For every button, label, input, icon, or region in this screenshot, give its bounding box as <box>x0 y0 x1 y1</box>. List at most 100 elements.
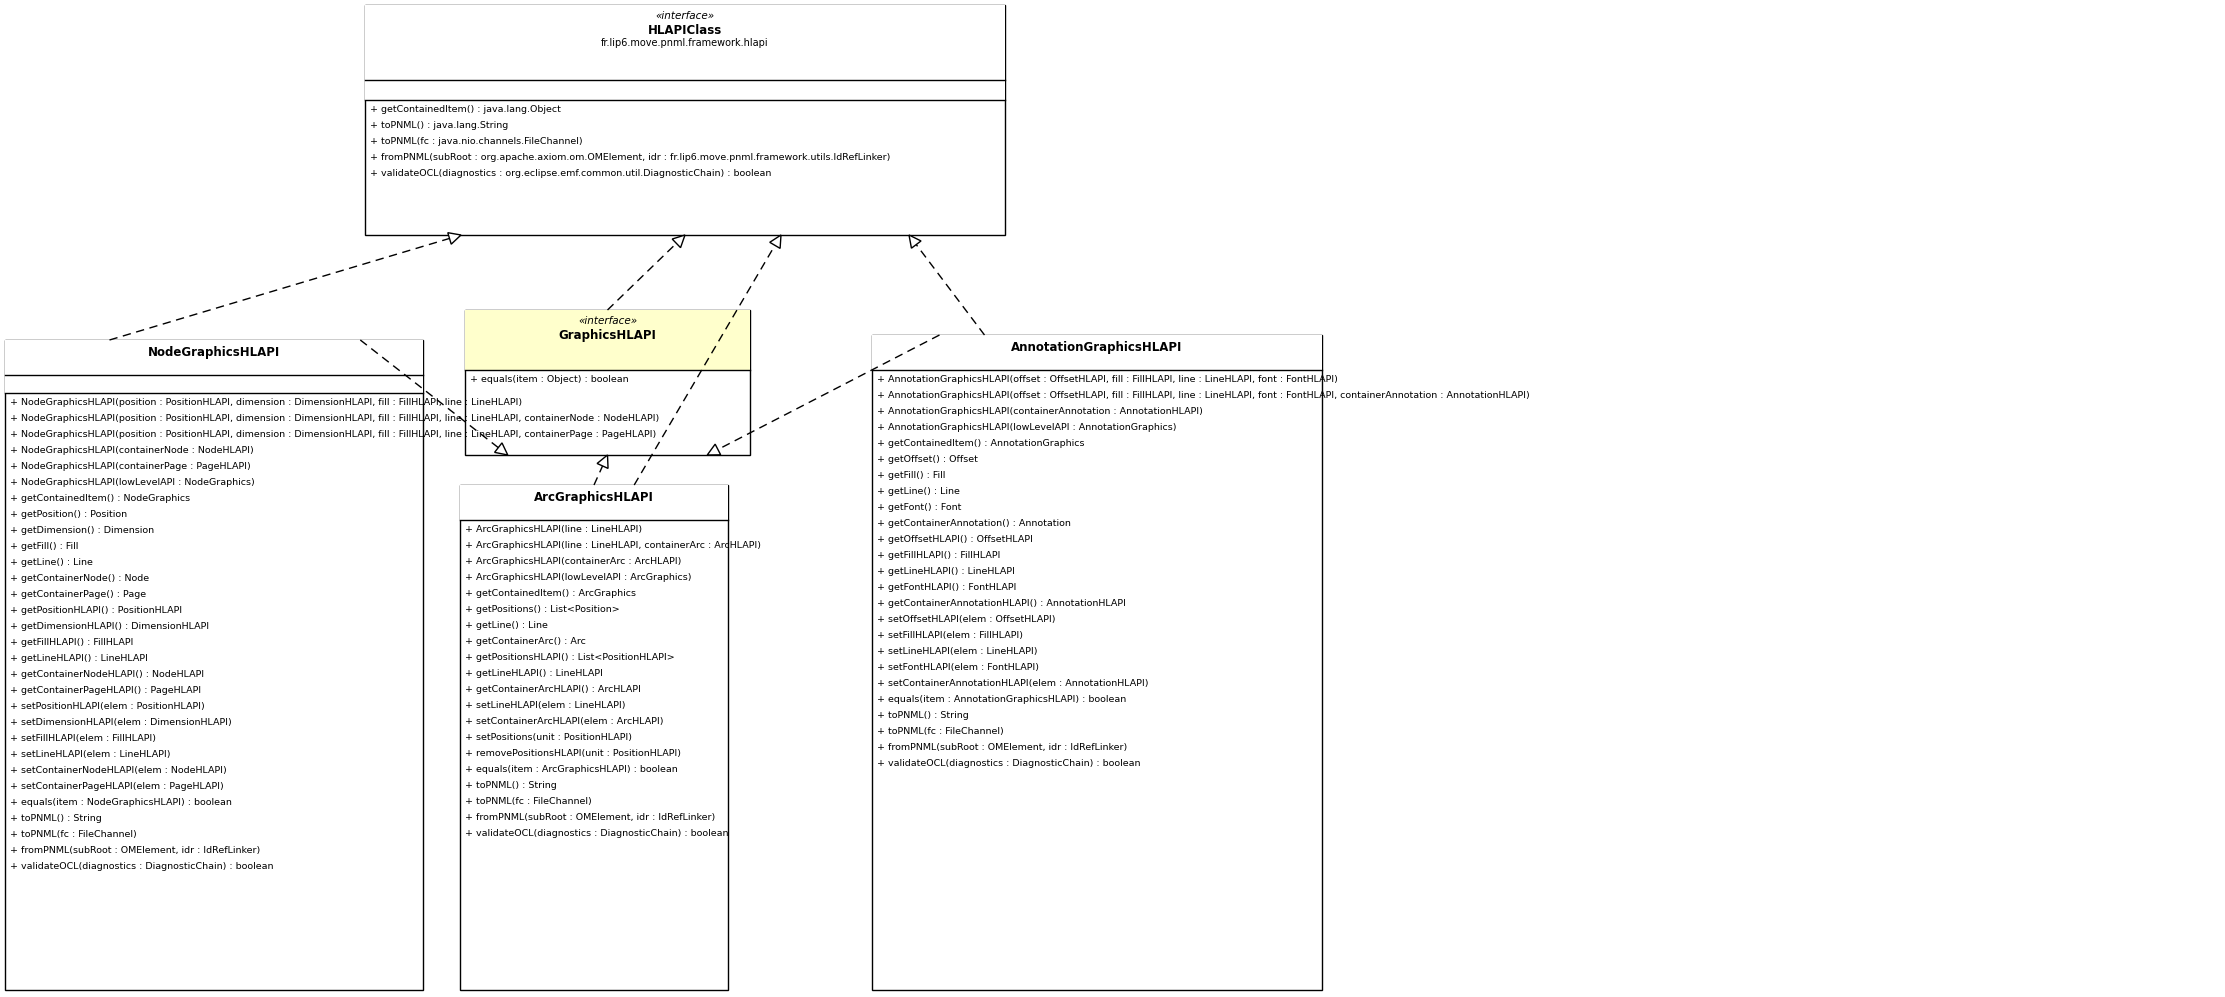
Text: + setPositions(unit : PositionHLAPI): + setPositions(unit : PositionHLAPI) <box>465 733 632 742</box>
Text: + getContainerPageHLAPI() : PageHLAPI: + getContainerPageHLAPI() : PageHLAPI <box>9 686 200 695</box>
Text: + getPositions() : List<Position>: + getPositions() : List<Position> <box>465 605 621 614</box>
Bar <box>4 340 423 375</box>
Text: + toPNML(fc : FileChannel): + toPNML(fc : FileChannel) <box>9 830 136 839</box>
Text: + getContainerArc() : Arc: + getContainerArc() : Arc <box>465 637 585 646</box>
Text: + setDimensionHLAPI(elem : DimensionHLAPI): + setDimensionHLAPI(elem : DimensionHLAP… <box>9 718 231 727</box>
Text: + getFontHLAPI() : FontHLAPI: + getFontHLAPI() : FontHLAPI <box>877 583 1017 592</box>
Bar <box>4 340 423 990</box>
Text: + removePositionsHLAPI(unit : PositionHLAPI): + removePositionsHLAPI(unit : PositionHL… <box>465 749 681 758</box>
Text: + AnnotationGraphicsHLAPI(containerAnnotation : AnnotationHLAPI): + AnnotationGraphicsHLAPI(containerAnnot… <box>877 407 1204 416</box>
Text: + getContainerPage() : Page: + getContainerPage() : Page <box>9 590 147 599</box>
Bar <box>465 310 750 455</box>
Text: + getOffsetHLAPI() : OffsetHLAPI: + getOffsetHLAPI() : OffsetHLAPI <box>877 535 1032 544</box>
Bar <box>461 485 728 520</box>
Text: + getPosition() : Position: + getPosition() : Position <box>9 510 127 519</box>
Text: + toPNML(fc : FileChannel): + toPNML(fc : FileChannel) <box>877 727 1003 736</box>
Text: + setContainerNodeHLAPI(elem : NodeHLAPI): + setContainerNodeHLAPI(elem : NodeHLAPI… <box>9 766 227 775</box>
Text: + getLine() : Line: + getLine() : Line <box>9 558 93 567</box>
Polygon shape <box>770 235 781 248</box>
Text: + equals(item : AnnotationGraphicsHLAPI) : boolean: + equals(item : AnnotationGraphicsHLAPI)… <box>877 695 1126 704</box>
Polygon shape <box>447 232 461 244</box>
Text: + fromPNML(subRoot : OMElement, idr : IdRefLinker): + fromPNML(subRoot : OMElement, idr : Id… <box>465 813 714 822</box>
Text: + getOffset() : Offset: + getOffset() : Offset <box>877 455 977 464</box>
Text: + NodeGraphicsHLAPI(position : PositionHLAPI, dimension : DimensionHLAPI, fill :: + NodeGraphicsHLAPI(position : PositionH… <box>9 414 659 423</box>
Text: + NodeGraphicsHLAPI(position : PositionHLAPI, dimension : DimensionHLAPI, fill :: + NodeGraphicsHLAPI(position : PositionH… <box>9 398 523 407</box>
Text: + getDimensionHLAPI() : DimensionHLAPI: + getDimensionHLAPI() : DimensionHLAPI <box>9 622 209 631</box>
Text: «interface»: «interface» <box>656 11 714 21</box>
Text: + ArcGraphicsHLAPI(line : LineHLAPI, containerArc : ArcHLAPI): + ArcGraphicsHLAPI(line : LineHLAPI, con… <box>465 541 761 550</box>
Text: AnnotationGraphicsHLAPI: AnnotationGraphicsHLAPI <box>1012 341 1184 354</box>
Polygon shape <box>494 443 507 455</box>
Polygon shape <box>672 235 685 247</box>
Text: + validateOCL(diagnostics : DiagnosticChain) : boolean: + validateOCL(diagnostics : DiagnosticCh… <box>877 759 1141 768</box>
Text: + getLineHLAPI() : LineHLAPI: + getLineHLAPI() : LineHLAPI <box>465 669 603 678</box>
Text: + getDimension() : Dimension: + getDimension() : Dimension <box>9 526 154 535</box>
Text: + equals(item : NodeGraphicsHLAPI) : boolean: + equals(item : NodeGraphicsHLAPI) : boo… <box>9 798 231 807</box>
Text: fr.lip6.move.pnml.framework.hlapi: fr.lip6.move.pnml.framework.hlapi <box>601 38 770 48</box>
Text: + validateOCL(diagnostics : org.eclipse.emf.common.util.DiagnosticChain) : boole: + validateOCL(diagnostics : org.eclipse.… <box>369 169 772 178</box>
Text: + getLine() : Line: + getLine() : Line <box>465 621 547 630</box>
Text: + setFontHLAPI(elem : FontHLAPI): + setFontHLAPI(elem : FontHLAPI) <box>877 663 1039 672</box>
Text: + getFont() : Font: + getFont() : Font <box>877 503 961 512</box>
Bar <box>365 5 1006 80</box>
Text: + toPNML() : String: + toPNML() : String <box>465 781 556 790</box>
Text: + setLineHLAPI(elem : LineHLAPI): + setLineHLAPI(elem : LineHLAPI) <box>465 701 625 710</box>
Text: + NodeGraphicsHLAPI(containerPage : PageHLAPI): + NodeGraphicsHLAPI(containerPage : Page… <box>9 462 251 471</box>
Text: + setLineHLAPI(elem : LineHLAPI): + setLineHLAPI(elem : LineHLAPI) <box>877 647 1037 656</box>
Text: + AnnotationGraphicsHLAPI(offset : OffsetHLAPI, fill : FillHLAPI, line : LineHLA: + AnnotationGraphicsHLAPI(offset : Offse… <box>877 375 1337 384</box>
Bar <box>365 5 1006 235</box>
Text: + validateOCL(diagnostics : DiagnosticChain) : boolean: + validateOCL(diagnostics : DiagnosticCh… <box>9 862 274 871</box>
Text: «interface»: «interface» <box>578 316 636 326</box>
Text: + fromPNML(subRoot : org.apache.axiom.om.OMElement, idr : fr.lip6.move.pnml.fram: + fromPNML(subRoot : org.apache.axiom.om… <box>369 153 890 162</box>
Text: + getContainerAnnotation() : Annotation: + getContainerAnnotation() : Annotation <box>877 519 1070 528</box>
Text: + AnnotationGraphicsHLAPI(lowLevelAPI : AnnotationGraphics): + AnnotationGraphicsHLAPI(lowLevelAPI : … <box>877 423 1177 432</box>
Polygon shape <box>708 444 721 455</box>
Text: + getContainedItem() : ArcGraphics: + getContainedItem() : ArcGraphics <box>465 589 636 598</box>
Text: + getContainerAnnotationHLAPI() : AnnotationHLAPI: + getContainerAnnotationHLAPI() : Annota… <box>877 599 1126 608</box>
Text: + getLineHLAPI() : LineHLAPI: + getLineHLAPI() : LineHLAPI <box>877 567 1015 576</box>
Text: + getLine() : Line: + getLine() : Line <box>877 487 959 496</box>
Text: + toPNML() : String: + toPNML() : String <box>877 711 968 720</box>
Polygon shape <box>596 455 607 469</box>
Text: + AnnotationGraphicsHLAPI(offset : OffsetHLAPI, fill : FillHLAPI, line : LineHLA: + AnnotationGraphicsHLAPI(offset : Offse… <box>877 391 1531 400</box>
Bar <box>872 335 1322 370</box>
Text: + ArcGraphicsHLAPI(containerArc : ArcHLAPI): + ArcGraphicsHLAPI(containerArc : ArcHLA… <box>465 557 681 566</box>
Text: + validateOCL(diagnostics : DiagnosticChain) : boolean: + validateOCL(diagnostics : DiagnosticCh… <box>465 829 728 838</box>
Text: + ArcGraphicsHLAPI(line : LineHLAPI): + ArcGraphicsHLAPI(line : LineHLAPI) <box>465 525 643 534</box>
Text: + toPNML() : String: + toPNML() : String <box>9 814 102 823</box>
Text: GraphicsHLAPI: GraphicsHLAPI <box>558 329 656 342</box>
Text: + toPNML() : java.lang.String: + toPNML() : java.lang.String <box>369 121 507 130</box>
Text: ArcGraphicsHLAPI: ArcGraphicsHLAPI <box>534 491 654 504</box>
Text: + getContainerArcHLAPI() : ArcHLAPI: + getContainerArcHLAPI() : ArcHLAPI <box>465 685 641 694</box>
Text: + setOffsetHLAPI(elem : OffsetHLAPI): + setOffsetHLAPI(elem : OffsetHLAPI) <box>877 615 1055 624</box>
Text: + getContainerNode() : Node: + getContainerNode() : Node <box>9 574 149 583</box>
Text: HLAPIClass: HLAPIClass <box>647 24 723 37</box>
Text: + getContainedItem() : AnnotationGraphics: + getContainedItem() : AnnotationGraphic… <box>877 439 1084 448</box>
Text: + ArcGraphicsHLAPI(lowLevelAPI : ArcGraphics): + ArcGraphicsHLAPI(lowLevelAPI : ArcGrap… <box>465 573 692 582</box>
Text: + fromPNML(subRoot : OMElement, idr : IdRefLinker): + fromPNML(subRoot : OMElement, idr : Id… <box>877 743 1128 752</box>
Text: + getFillHLAPI() : FillHLAPI: + getFillHLAPI() : FillHLAPI <box>9 638 133 647</box>
Text: + setContainerArcHLAPI(elem : ArcHLAPI): + setContainerArcHLAPI(elem : ArcHLAPI) <box>465 717 663 726</box>
Text: + toPNML(fc : java.nio.channels.FileChannel): + toPNML(fc : java.nio.channels.FileChan… <box>369 137 583 146</box>
Text: + setContainerPageHLAPI(elem : PageHLAPI): + setContainerPageHLAPI(elem : PageHLAPI… <box>9 782 225 791</box>
Text: + setContainerAnnotationHLAPI(elem : AnnotationHLAPI): + setContainerAnnotationHLAPI(elem : Ann… <box>877 679 1148 688</box>
Text: + getPositionsHLAPI() : List<PositionHLAPI>: + getPositionsHLAPI() : List<PositionHLA… <box>465 653 674 662</box>
Text: + NodeGraphicsHLAPI(lowLevelAPI : NodeGraphics): + NodeGraphicsHLAPI(lowLevelAPI : NodeGr… <box>9 478 254 487</box>
Text: + setFillHLAPI(elem : FillHLAPI): + setFillHLAPI(elem : FillHLAPI) <box>9 734 156 743</box>
Text: + fromPNML(subRoot : OMElement, idr : IdRefLinker): + fromPNML(subRoot : OMElement, idr : Id… <box>9 846 260 855</box>
Text: + NodeGraphicsHLAPI(containerNode : NodeHLAPI): + NodeGraphicsHLAPI(containerNode : Node… <box>9 446 254 455</box>
Text: + getContainedItem() : java.lang.Object: + getContainedItem() : java.lang.Object <box>369 105 561 114</box>
Bar <box>365 80 1006 100</box>
Text: NodeGraphicsHLAPI: NodeGraphicsHLAPI <box>147 346 280 359</box>
Text: + getContainedItem() : NodeGraphics: + getContainedItem() : NodeGraphics <box>9 494 189 503</box>
Text: + equals(item : ArcGraphicsHLAPI) : boolean: + equals(item : ArcGraphicsHLAPI) : bool… <box>465 765 679 774</box>
Bar <box>465 310 750 370</box>
Text: + getFill() : Fill: + getFill() : Fill <box>9 542 78 551</box>
Text: + equals(item : Object) : boolean: + equals(item : Object) : boolean <box>469 375 630 384</box>
Text: + setLineHLAPI(elem : LineHLAPI): + setLineHLAPI(elem : LineHLAPI) <box>9 750 171 759</box>
Text: + getFill() : Fill: + getFill() : Fill <box>877 471 946 480</box>
Text: + setPositionHLAPI(elem : PositionHLAPI): + setPositionHLAPI(elem : PositionHLAPI) <box>9 702 205 711</box>
Bar <box>872 335 1322 990</box>
Text: + setFillHLAPI(elem : FillHLAPI): + setFillHLAPI(elem : FillHLAPI) <box>877 631 1024 640</box>
Text: + getContainerNodeHLAPI() : NodeHLAPI: + getContainerNodeHLAPI() : NodeHLAPI <box>9 670 205 679</box>
